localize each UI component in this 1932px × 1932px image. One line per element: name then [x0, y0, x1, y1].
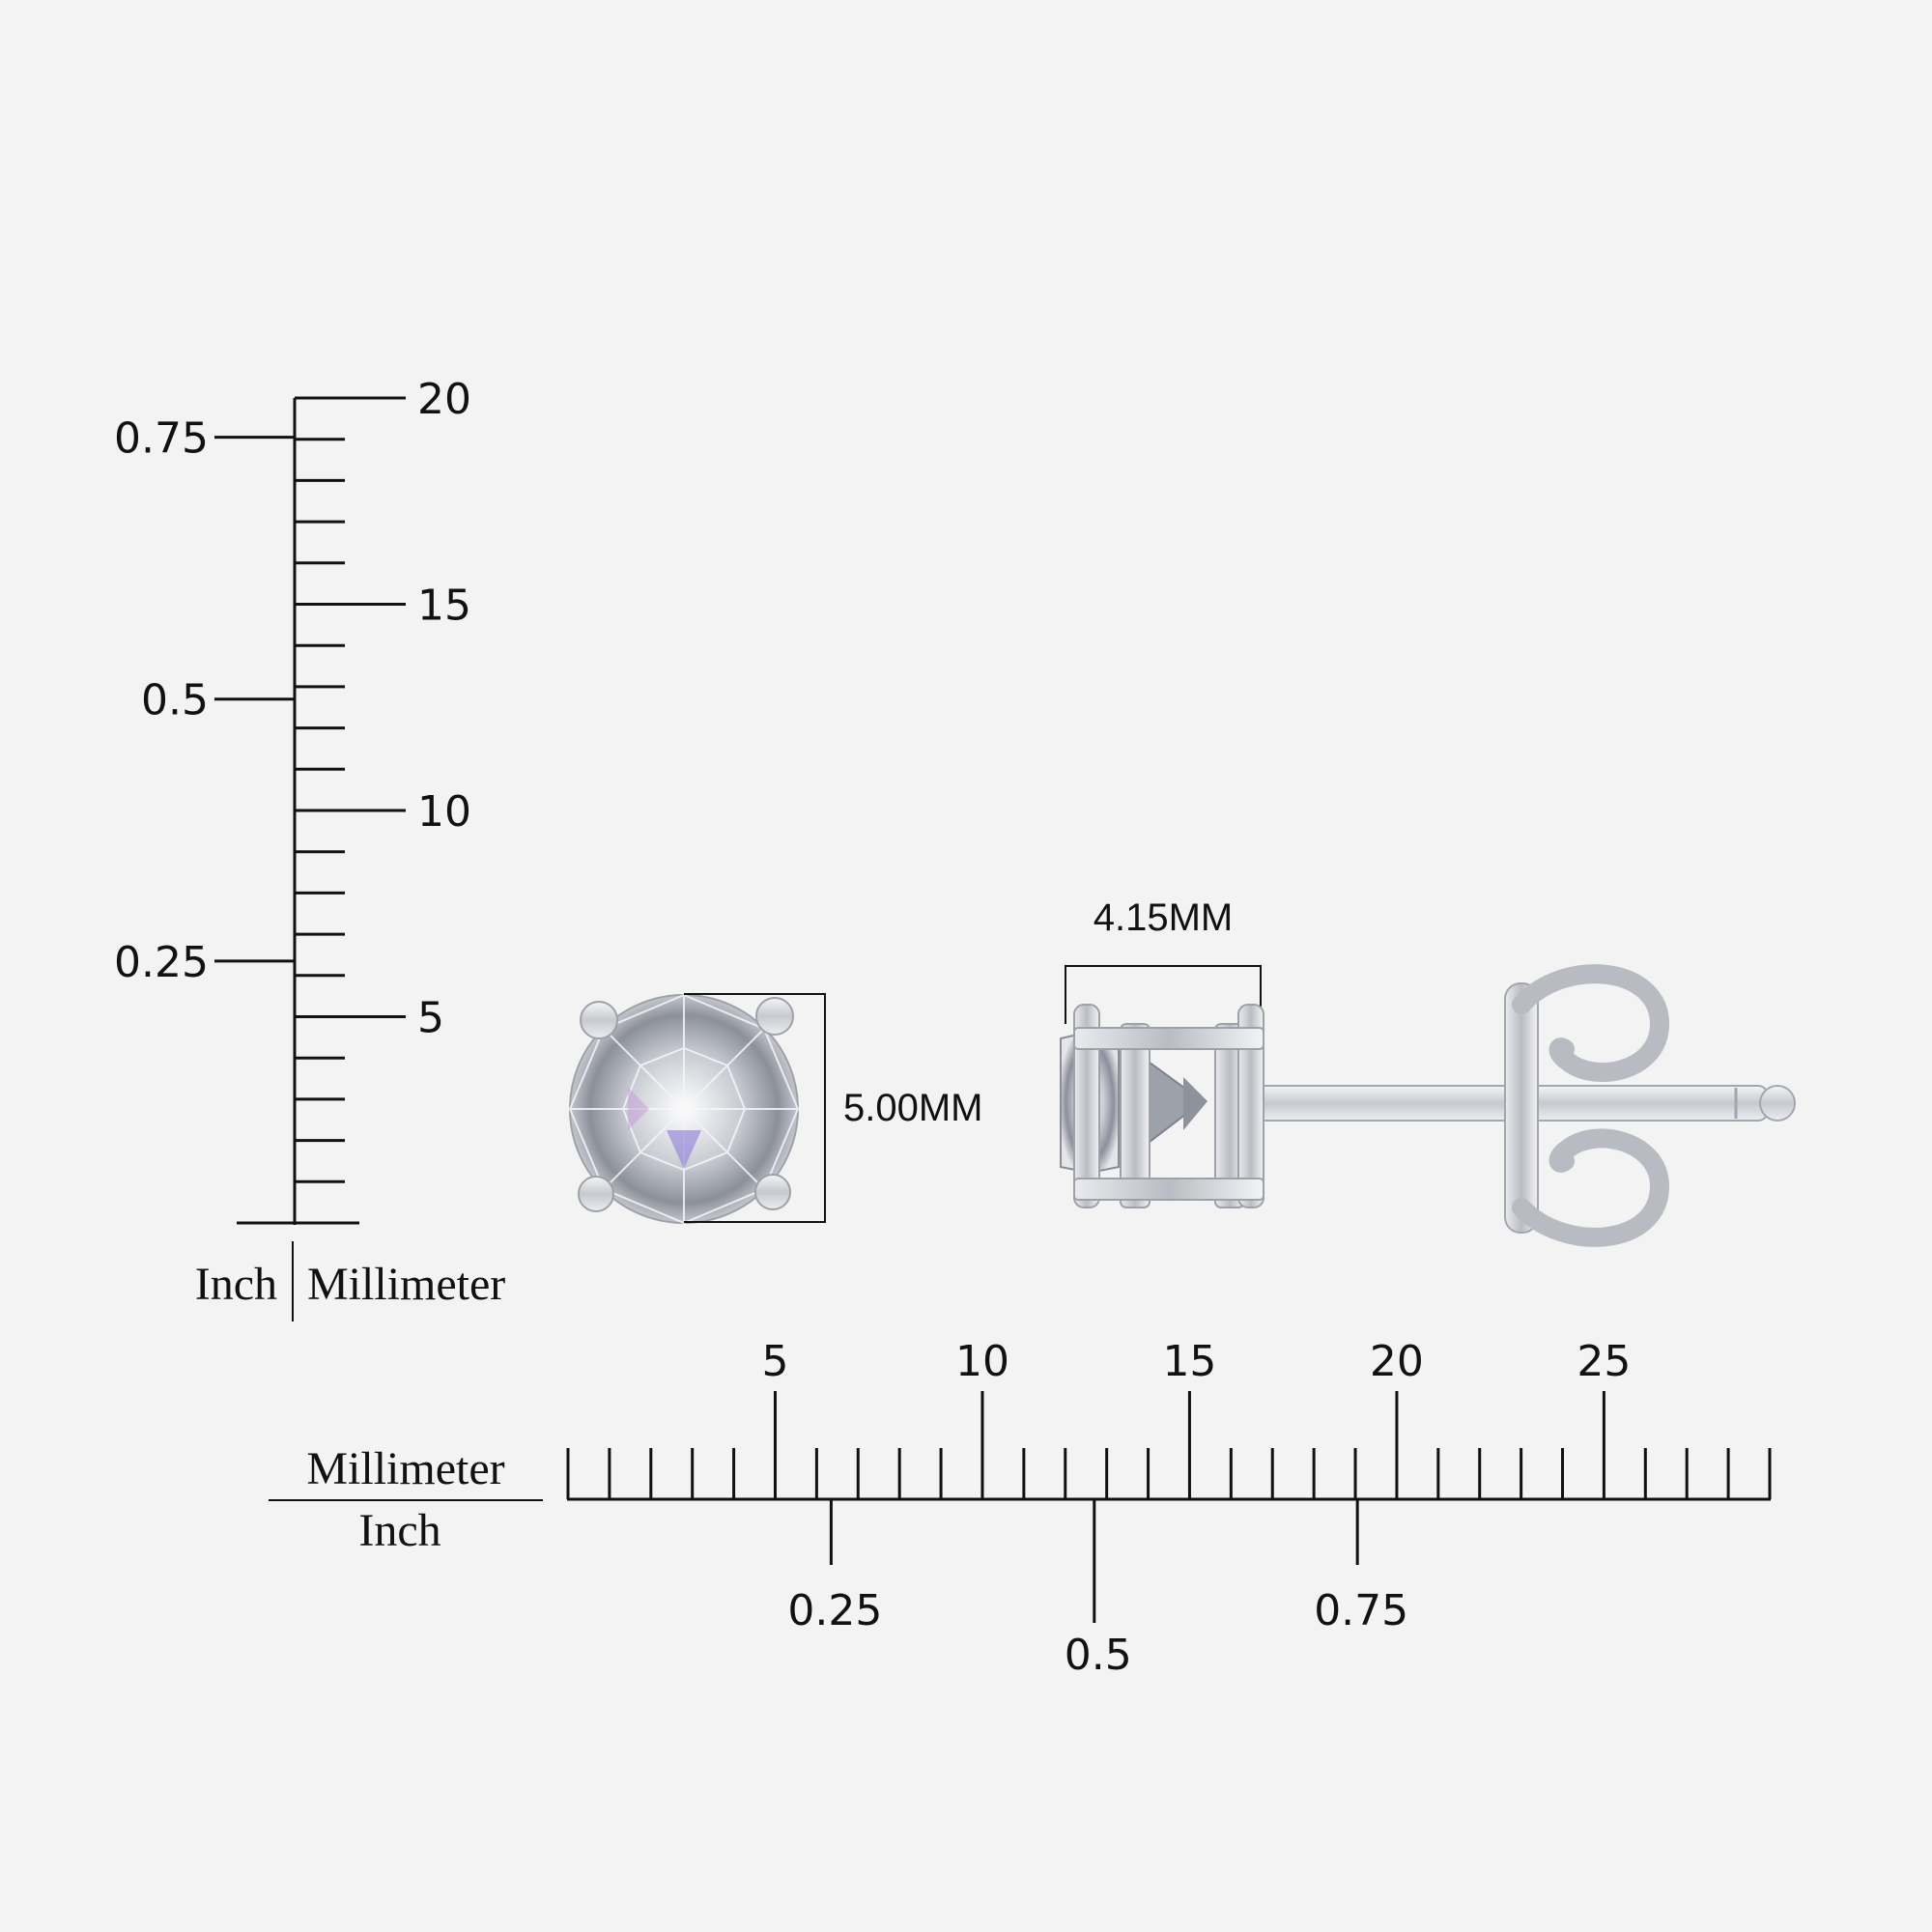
- front-prong-top-left: [580, 1001, 618, 1039]
- vertical-ruler-mm-label: 5: [417, 994, 444, 1043]
- horizontal-ruler-mm-label: 15: [1162, 1337, 1216, 1386]
- horizontal-ruler-mm-label: 10: [955, 1337, 1009, 1386]
- vertical-ruler-mm-label: 10: [417, 787, 471, 837]
- side-dimension-label: 4.15MM: [1094, 896, 1234, 939]
- horizontal-ruler-mm-label: 25: [1577, 1337, 1631, 1386]
- side-prong-mid-left: [1120, 1023, 1151, 1208]
- vertical-ruler-mm-label: 15: [417, 582, 471, 631]
- horizontal-ruler-inch-label: 0.75: [1314, 1586, 1408, 1635]
- side-prong-left: [1073, 1004, 1100, 1208]
- vertical-ruler-inch-label: 0.75: [114, 414, 209, 464]
- front-diamond-sparkle: [667, 1130, 701, 1169]
- vertical-ruler-caption-inch: Inch: [195, 1259, 277, 1310]
- vertical-ruler-mm-label: 20: [417, 375, 471, 424]
- side-diamond-culet: [1183, 1077, 1208, 1130]
- front-prong-bottom-left: [578, 1176, 614, 1212]
- horizontal-ruler-mm-label: 20: [1370, 1337, 1424, 1386]
- vertical-ruler: 5 10 15 20 0.25 0.5 0.75 Inch Millimeter: [114, 375, 505, 1321]
- front-prong-top-right: [755, 997, 794, 1036]
- front-prong-bottom-right: [754, 1174, 791, 1210]
- horizontal-ruler-inch-label: 0.5: [1065, 1631, 1132, 1680]
- front-dimension-bracket: [684, 993, 826, 1223]
- horizontal-ruler-inch-label: 0.25: [787, 1586, 882, 1635]
- side-prong-right: [1237, 1004, 1264, 1208]
- side-view-stud: 4.15MM: [1060, 896, 1796, 1247]
- vertical-ruler-caption-mm: Millimeter: [307, 1259, 505, 1310]
- butterfly-back-plate: [1504, 982, 1539, 1234]
- front-view-stud: 5.00MM: [568, 993, 983, 1225]
- front-prongs: [578, 997, 794, 1212]
- horizontal-ruler-caption-mm: Millimeter: [306, 1443, 504, 1494]
- butterfly-back-upper-loop: [1512, 964, 1670, 1082]
- side-dimension-bracket: [1065, 965, 1262, 1024]
- vertical-ruler-inch-label: 0.25: [114, 938, 209, 987]
- post-tip: [1759, 1085, 1796, 1122]
- side-basket-top-rail: [1073, 1027, 1264, 1050]
- butterfly-back-lower-loop: [1512, 1128, 1670, 1247]
- horizontal-ruler: 5 10 15 20 25 0.25 0.5 0.75 Millimeter Inch: [269, 1337, 1772, 1680]
- front-diamond-sparkle-2: [628, 1087, 649, 1130]
- front-dimension-label: 5.00MM: [843, 1087, 983, 1129]
- horizontal-ruler-mm-label: 5: [761, 1337, 788, 1386]
- butterfly-back: [1504, 964, 1670, 1247]
- vertical-ruler-inch-label: 0.5: [141, 676, 209, 725]
- side-basket-bottom-rail: [1073, 1178, 1264, 1201]
- side-basket: [1073, 1004, 1264, 1208]
- horizontal-ruler-caption-inch: Inch: [358, 1505, 440, 1556]
